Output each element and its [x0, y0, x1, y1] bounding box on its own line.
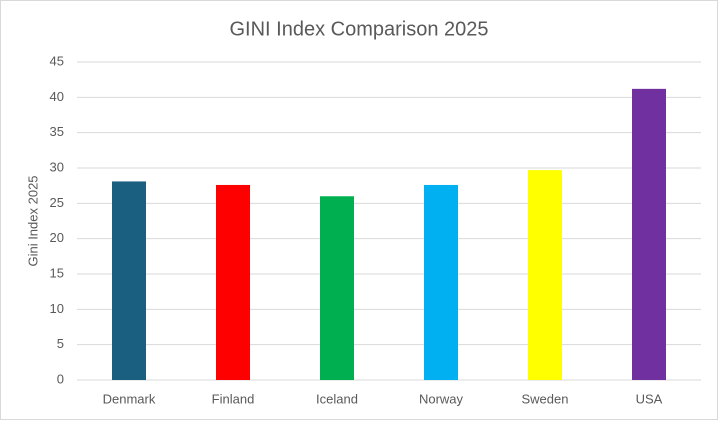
- bar: [528, 170, 562, 380]
- bar: [320, 196, 354, 380]
- chart-title: GINI Index Comparison 2025: [229, 18, 488, 40]
- y-tick-label: 10: [50, 301, 64, 316]
- x-tick-label: Sweden: [522, 391, 569, 406]
- y-tick-label: 5: [57, 336, 64, 351]
- y-tick-label: 0: [57, 371, 64, 386]
- y-tick-label: 45: [50, 53, 64, 68]
- y-axis-label: Gini Index 2025: [25, 175, 40, 266]
- bar: [424, 184, 458, 380]
- y-tick-label: 15: [50, 265, 64, 280]
- y-tick-label: 25: [50, 195, 64, 210]
- y-tick-label: 30: [50, 159, 64, 174]
- y-tick-label: 40: [50, 89, 64, 104]
- x-tick-label: USA: [636, 391, 663, 406]
- bar: [112, 181, 146, 380]
- bar: [632, 88, 666, 380]
- y-tick-label: 35: [50, 124, 64, 139]
- x-tick-label: Finland: [212, 391, 255, 406]
- bar: [216, 184, 250, 380]
- x-tick-label: Norway: [419, 391, 464, 406]
- x-tick-label: Iceland: [316, 391, 358, 406]
- x-tick-label: Denmark: [103, 391, 156, 406]
- y-tick-label: 20: [50, 230, 64, 245]
